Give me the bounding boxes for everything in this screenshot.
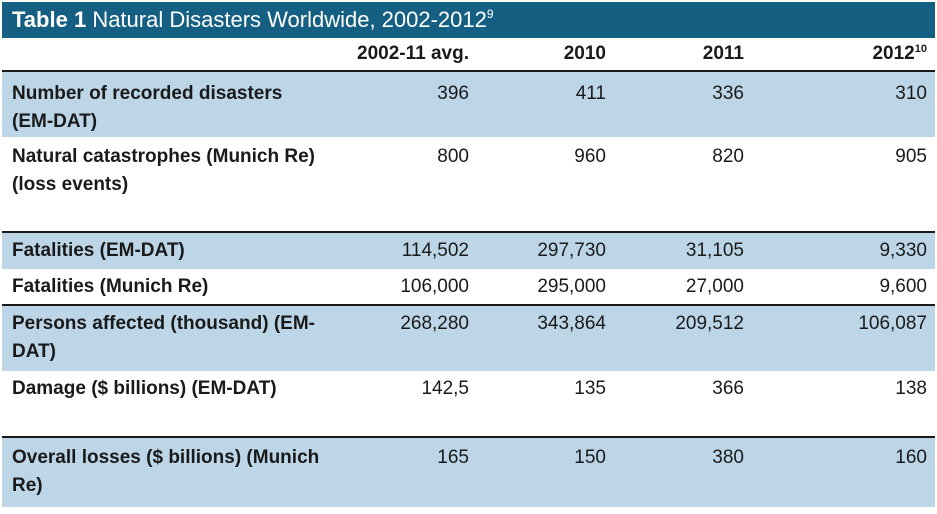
cell-value: 9,330	[752, 231, 935, 269]
table-row: Number of recorded disasters (EM-DAT) 39…	[2, 71, 935, 137]
row-label: Persons affected (thousand) (EM-DAT)	[2, 304, 332, 371]
cell-value: 297,730	[477, 231, 614, 269]
col-header: 2010	[563, 43, 606, 64]
col-footnote: 10	[914, 43, 927, 55]
cell-value: 106,087	[752, 304, 935, 371]
table-row: Fatalities (EM-DAT) 114,502 297,730 31,1…	[2, 231, 935, 269]
col-header: 2002-11 avg.	[357, 43, 469, 64]
cell-value: 310	[752, 71, 935, 137]
cell-value: 380	[614, 436, 752, 507]
cell-value: 396	[332, 71, 477, 137]
cell-value: 27,000	[685, 276, 744, 297]
row-label: Number of recorded disasters (EM-DAT)	[2, 71, 332, 137]
cell-value: 295,000	[537, 276, 606, 297]
cell-value: 905	[895, 146, 927, 167]
cell-value: 343,864	[477, 304, 614, 371]
col-header: 201210	[872, 43, 927, 64]
header-row: 2002-11 avg. 2010 2011 201210	[2, 38, 935, 71]
col-header: 2011	[702, 43, 744, 64]
table-row: Persons affected (thousand) (EM-DAT) 268…	[2, 304, 935, 371]
cell-value: 106,000	[400, 276, 469, 297]
cell-value: 336	[614, 71, 752, 137]
cell-value: 960	[574, 146, 606, 167]
cell-value: 150	[477, 436, 614, 507]
cell-value: 268,280	[332, 304, 477, 371]
row-label: Fatalities (Munich Re)	[12, 276, 209, 297]
title-footnote: 9	[486, 7, 494, 21]
cell-value: 9,600	[879, 276, 927, 297]
cell-value: 160	[752, 436, 935, 507]
table-row: Natural catastrophes (Munich Re) (loss e…	[2, 137, 935, 232]
table-title: Table 1 Natural Disasters Worldwide, 200…	[2, 2, 935, 38]
cell-value: 114,502	[332, 231, 477, 269]
row-label: Natural catastrophes (Munich Re) (loss e…	[12, 146, 315, 195]
cell-value: 165	[332, 436, 477, 507]
row-label: Fatalities (EM-DAT)	[2, 231, 332, 269]
table-row: Overall losses ($ billions) (Munich Re) …	[2, 436, 935, 507]
table-title-text: Natural Disasters Worldwide, 2002-2012	[92, 7, 487, 32]
table-row: Fatalities (Munich Re) 106,000 295,000 2…	[2, 269, 935, 305]
header-blank	[2, 38, 332, 71]
cell-value: 800	[437, 146, 469, 167]
cell-value: 366	[712, 378, 744, 399]
row-label: Damage ($ billions) (EM-DAT)	[12, 378, 277, 399]
cell-value: 31,105	[614, 231, 752, 269]
table-number: Table 1	[12, 7, 87, 32]
cell-value: 142,5	[421, 378, 469, 399]
cell-value: 138	[895, 378, 927, 399]
cell-value: 820	[712, 146, 744, 167]
disasters-table: 2002-11 avg. 2010 2011 201210 Number of …	[2, 38, 935, 507]
cell-value: 135	[574, 378, 606, 399]
cell-value: 411	[477, 71, 614, 137]
table-row: Damage ($ billions) (EM-DAT) 142,5 135 3…	[2, 371, 935, 437]
cell-value: 209,512	[614, 304, 752, 371]
row-label: Overall losses ($ billions) (Munich Re)	[2, 436, 332, 507]
